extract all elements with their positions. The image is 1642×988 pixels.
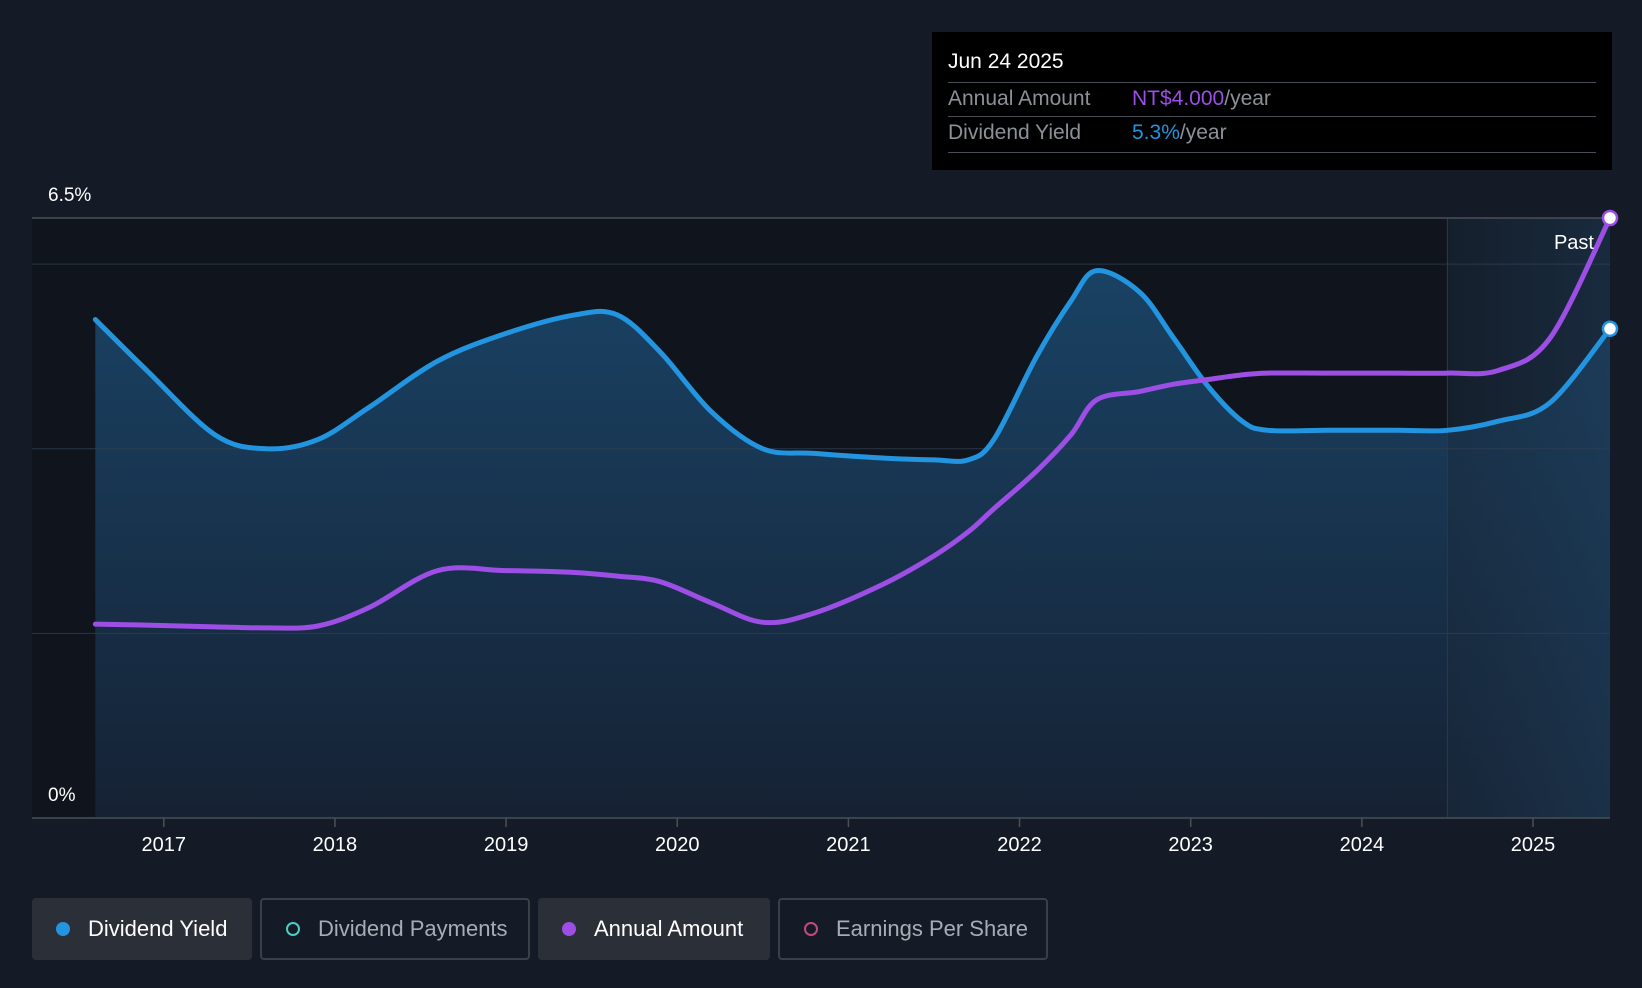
past-region bbox=[1447, 218, 1610, 818]
legend-dot-icon bbox=[56, 922, 70, 936]
dividend-yield-line bbox=[92, 268, 1613, 464]
legend-dividend-payments[interactable]: Dividend Payments bbox=[260, 898, 530, 960]
dividend-yield-marker bbox=[1601, 320, 1619, 338]
tooltip: Jun 24 2025 Annual Amount NT$4.000/year … bbox=[932, 32, 1612, 170]
x-tick-label: 2019 bbox=[484, 834, 529, 856]
legend-label: Dividend Yield bbox=[88, 916, 228, 941]
tooltip-value-dividend-yield: 5.3%/year bbox=[1132, 121, 1227, 144]
tooltip-divider bbox=[948, 116, 1596, 117]
x-tick-label: 2025 bbox=[1511, 834, 1556, 856]
tooltip-divider bbox=[948, 82, 1596, 83]
tooltip-label-dividend-yield: Dividend Yield bbox=[948, 121, 1082, 144]
x-tick-label: 2024 bbox=[1340, 834, 1385, 856]
x-tick-label: 2018 bbox=[313, 834, 358, 856]
x-tick-label: 2022 bbox=[997, 834, 1042, 856]
tooltip-label-annual-amount: Annual Amount bbox=[948, 87, 1091, 110]
tooltip-date: Jun 24 2025 bbox=[948, 50, 1064, 73]
legend-annual-amount[interactable]: Annual Amount bbox=[538, 898, 770, 960]
x-tick-label: 2021 bbox=[826, 834, 871, 856]
annual-amount-line bbox=[92, 215, 1613, 631]
x-tick-label: 2023 bbox=[1168, 834, 1213, 856]
legend-ring-icon bbox=[286, 922, 300, 936]
x-tick-label: 2017 bbox=[142, 834, 187, 856]
tooltip-divider bbox=[948, 152, 1596, 153]
legend-dot-icon bbox=[562, 922, 576, 936]
y-axis-max-label: 6.5% bbox=[48, 185, 91, 206]
annual-amount-marker bbox=[1601, 209, 1619, 227]
legend-label: Earnings Per Share bbox=[836, 916, 1028, 941]
legend-label: Annual Amount bbox=[594, 916, 744, 941]
dividend-yield-area bbox=[95, 270, 1610, 818]
tooltip-value-annual-amount: NT$4.000/year bbox=[1132, 87, 1271, 110]
x-tick-label: 2020 bbox=[655, 834, 700, 856]
legend-dividend-yield[interactable]: Dividend Yield bbox=[32, 898, 252, 960]
legend-label: Dividend Payments bbox=[318, 916, 508, 941]
past-label: Past bbox=[1554, 232, 1594, 254]
legend-earnings-per-share[interactable]: Earnings Per Share bbox=[778, 898, 1048, 960]
legend-ring-icon bbox=[804, 922, 818, 936]
y-axis-min-label: 0% bbox=[48, 785, 76, 806]
